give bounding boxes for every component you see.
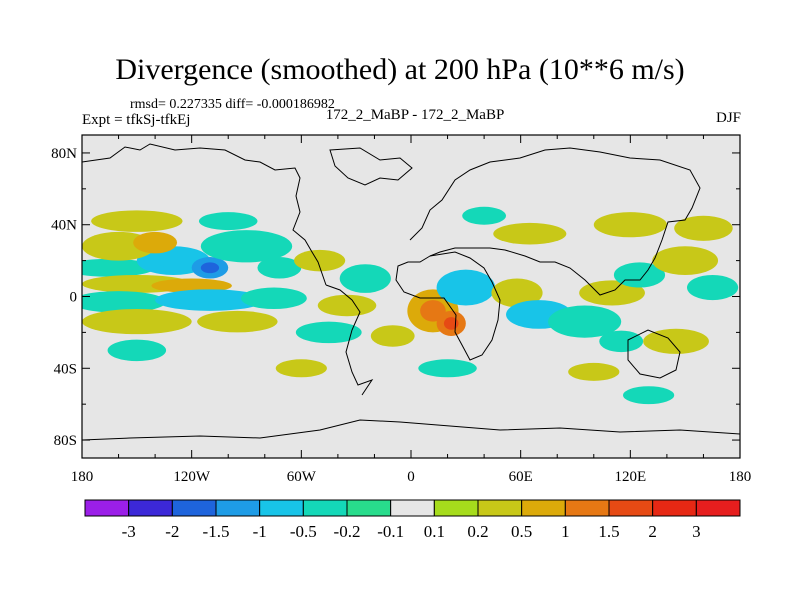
anomaly-31 [462, 206, 507, 225]
colorbar-label-8: 0.2 [467, 522, 488, 541]
anomaly-core-23 [522, 307, 556, 322]
colorbar-box-11 [564, 499, 610, 517]
anomaly-30 [599, 330, 644, 353]
colorbar-boxes [84, 499, 741, 517]
anomaly-core-6 [182, 294, 238, 306]
anomaly-22 [491, 278, 543, 308]
anomaly-15 [339, 264, 391, 293]
y-axis: 80N 40N 0 40S 80S [51, 146, 740, 449]
colorbar-label-6: -0.1 [377, 522, 404, 541]
colorbar-label-3: -1 [253, 522, 267, 541]
coastline-outline [82, 143, 740, 441]
colorbar-box-9 [477, 499, 523, 517]
colorbar-label-7: 0.1 [424, 522, 445, 541]
x-tick-label-1: 120W [173, 469, 211, 485]
colorbar-box-10 [521, 499, 566, 517]
antarctica-outline [82, 419, 740, 441]
colorbar-box-5 [302, 499, 348, 517]
y-tick-label-2: 0 [70, 290, 78, 306]
colorbar-box-12 [608, 499, 654, 517]
colorbar-box-13 [652, 499, 697, 517]
colorbar-box-7 [390, 499, 435, 517]
anomaly-core-1 [155, 253, 192, 268]
anomaly-13 [257, 257, 302, 279]
colorbar-labels: -3 -2 -1.5 -1 -0.5 -0.2 -0.1 0.1 0.2 0.5 1 1.5 2 3 [122, 522, 701, 541]
anomaly-18 [370, 325, 415, 347]
expt-label: Expt = tfkSj-tfkEj [82, 112, 191, 128]
colorbar-box-14 [695, 499, 741, 517]
anomaly-9 [197, 310, 278, 333]
colorbar-label-0: -3 [122, 522, 136, 541]
y-tick-label-4: 80S [54, 433, 77, 449]
colorbar-box-0 [84, 499, 130, 517]
anomaly-39 [568, 362, 620, 381]
colorbar-label-12: 2 [648, 522, 657, 541]
x-tick-label-3: 0 [407, 469, 415, 485]
anomaly-38 [418, 359, 477, 378]
colorbar-box-8 [433, 499, 479, 517]
colorbar-box-3 [215, 499, 261, 517]
anomaly-32 [493, 222, 567, 245]
x-tick-label-5: 120E [614, 469, 646, 485]
anomaly-8 [82, 309, 192, 335]
x-tick-label-0: 180 [71, 469, 94, 485]
anomaly-36 [198, 212, 258, 231]
x-axis: 180 120W 60W 0 60E 120E 180 [71, 135, 752, 485]
anomaly-35 [91, 210, 183, 232]
x-tick-label-4: 60E [509, 469, 533, 485]
anomaly-16 [317, 294, 377, 317]
x-tick-label-6: 180 [729, 469, 752, 485]
anomaly-34 [674, 215, 733, 241]
anomaly-core-21 [451, 278, 481, 297]
anomaly-28 [686, 274, 739, 301]
colorbar-label-11: 1.5 [598, 522, 619, 541]
north-america-outline [82, 143, 327, 286]
colorbar-label-9: 0.5 [511, 522, 532, 541]
colorbar-label-13: 3 [692, 522, 701, 541]
anomaly-27 [652, 246, 719, 275]
y-tick-label-0: 80N [51, 146, 77, 162]
anomaly-40 [623, 386, 675, 405]
anomaly-core-4 [171, 282, 212, 290]
contour-field [82, 206, 739, 405]
stats-text: rmsd= 0.227335 diff= -0.000186982 [130, 97, 335, 112]
colorbar-box-2 [171, 499, 217, 517]
x-tick-label-2: 60W [287, 469, 317, 485]
anomaly-0 [82, 258, 156, 277]
anomaly-12 [200, 230, 293, 263]
colorbar-label-5: -0.2 [334, 522, 361, 541]
anomaly-core-11 [144, 237, 167, 249]
y-tick-label-1: 40N [51, 218, 77, 234]
experiment-names: 172_2_MaBP - 172_2_MaBP [325, 107, 505, 123]
anomaly-25 [579, 280, 645, 306]
south-america-outline [325, 284, 374, 396]
anomaly-41 [107, 339, 167, 362]
chart-title: Divergence (smoothed) at 200 hPa (10**6 … [115, 53, 685, 86]
anomaly-33 [593, 212, 667, 238]
europe-asia-outline [409, 147, 701, 296]
colorbar-label-2: -1.5 [203, 522, 230, 541]
colorbar-box-4 [259, 499, 304, 517]
colorbar-box-6 [346, 499, 392, 517]
colorbar-box-1 [128, 499, 173, 517]
colorbar-label-4: -0.5 [290, 522, 317, 541]
anomaly-14 [294, 249, 346, 272]
australia-outline [627, 329, 681, 379]
anomaly-7 [241, 287, 307, 310]
anomaly-17 [295, 321, 362, 344]
y-tick-label-3: 40S [54, 361, 77, 377]
anomaly-24 [548, 305, 622, 338]
season-label: DJF [715, 110, 741, 126]
africa-outline [395, 251, 501, 361]
greenland-outline [329, 147, 413, 186]
colorbar-label-10: 1 [561, 522, 570, 541]
anomaly-5 [82, 291, 167, 313]
anomaly-37 [275, 359, 327, 378]
anomaly-core-2 [200, 262, 220, 274]
colorbar-label-1: -2 [165, 522, 179, 541]
anomaly-26 [613, 262, 666, 288]
